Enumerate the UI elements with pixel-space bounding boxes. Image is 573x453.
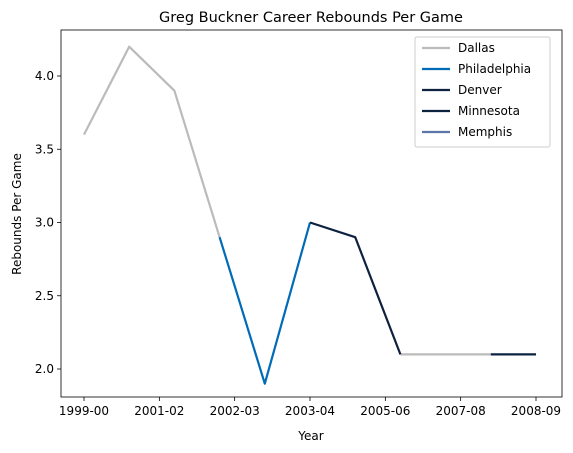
series-layer <box>83 45 536 385</box>
legend-label-philadelphia: Philadelphia <box>458 62 531 76</box>
x-tick-label: 2003-04 <box>285 404 335 418</box>
y-tick-label: 2.0 <box>35 362 54 376</box>
legend-label-minnesota: Minnesota <box>458 104 520 118</box>
chart-title: Greg Buckner Career Rebounds Per Game <box>159 10 463 26</box>
x-tick-label: 2005-06 <box>360 404 410 418</box>
x-tick-label: 2002-03 <box>210 404 260 418</box>
x-tick-label: 2008-09 <box>511 404 561 418</box>
series-line-dallas <box>83 45 221 238</box>
y-tick-label: 2.5 <box>35 289 54 303</box>
legend: Dallas Philadelphia Denver Minnesota Memphis <box>414 36 551 148</box>
x-axis-label: Year <box>297 429 323 443</box>
y-tick-label: 3.5 <box>35 142 54 156</box>
y-axis: 2.0 2.5 3.0 3.5 4.0 <box>35 69 61 376</box>
y-axis-label: Rebounds Per Game <box>10 153 24 275</box>
legend-label-memphis: Memphis <box>458 125 512 139</box>
legend-label-denver: Denver <box>458 83 502 97</box>
y-tick-label: 4.0 <box>35 69 54 83</box>
legend-label-dallas: Dallas <box>458 41 495 55</box>
y-tick-label: 3.0 <box>35 216 54 230</box>
legend-box <box>414 36 551 148</box>
plot-frame <box>60 29 563 398</box>
x-axis: 1999-00 2001-02 2002-03 2003-04 2005-06 2007-… <box>59 397 561 418</box>
series-line-denver <box>309 221 402 355</box>
series-line-philadelphia <box>218 222 312 385</box>
x-tick-label: 2001-02 <box>134 404 184 418</box>
x-tick-label: 1999-00 <box>59 404 109 418</box>
x-tick-label: 2007-08 <box>436 404 486 418</box>
